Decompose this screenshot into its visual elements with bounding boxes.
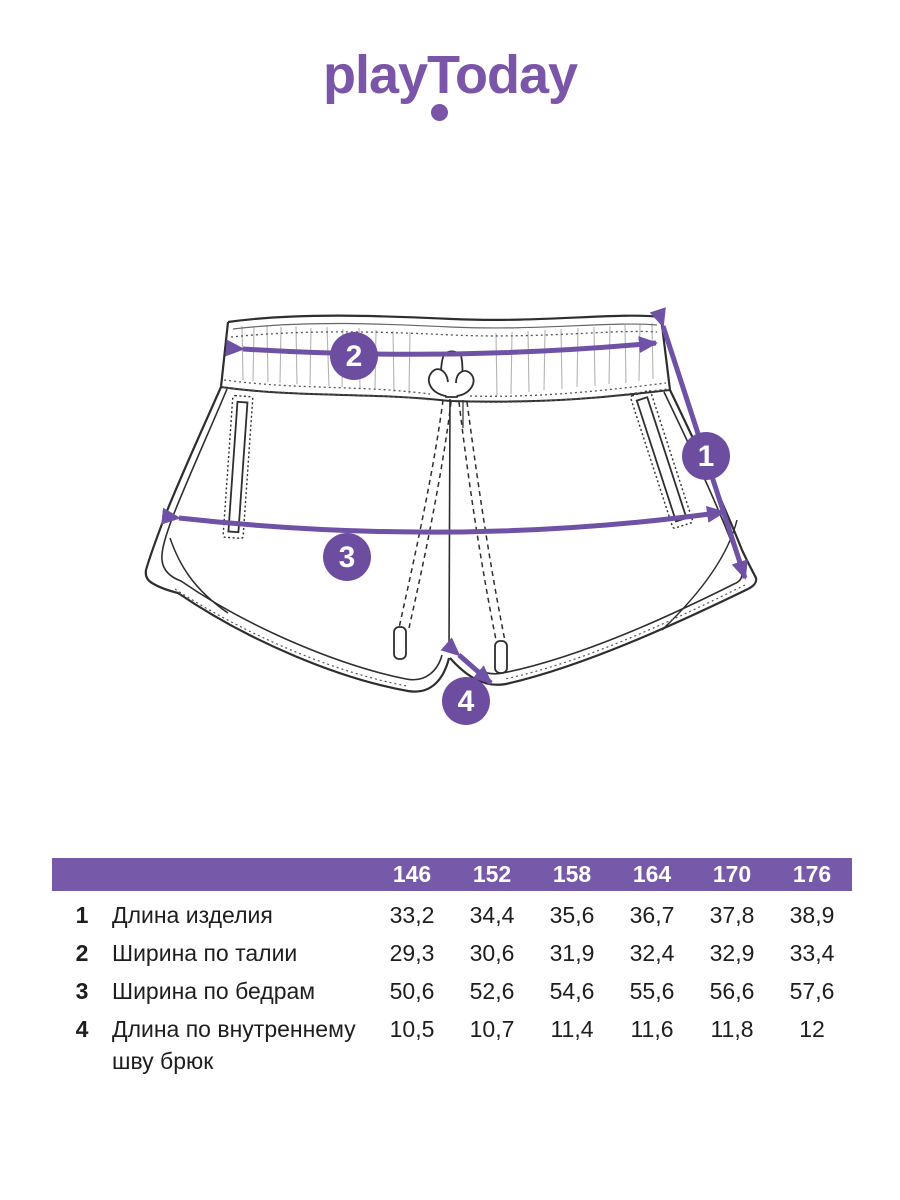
logo-dot-icon [430,104,448,121]
size-column-header: 152 [472,861,512,887]
row-number: 4 [75,1016,89,1042]
callout-label-3: 3 [339,541,356,574]
measurement-value: 31,9 [549,940,595,966]
brand-header: playToday [0,45,900,121]
size-table: 146 152 158 164 170 176 1 Длина изделия … [52,858,852,1083]
measurement-value: 35,6 [549,902,595,928]
table-row: 1 Длина изделия 33,2 34,4 35,6 36,7 37,8… [52,899,852,931]
arrow-inseam [440,637,493,685]
row-number: 3 [75,978,89,1004]
size-column-header: 164 [632,861,672,887]
measurement-label: Длина изделия [112,902,273,928]
size-column-header: 170 [712,861,752,887]
callout-circle-1 [682,432,730,480]
callout-label-2: 2 [346,340,363,373]
measurement-value: 33,2 [389,902,435,928]
drawstring-cords [393,399,508,674]
callout-circle-4 [442,677,490,725]
row-number: 2 [75,940,89,966]
size-column-header: 146 [392,861,432,887]
callout-label-1: 1 [698,440,715,473]
measurement-value: 10,5 [389,1016,435,1042]
shorts-measurement-diagram: 2 1 3 4 [144,307,758,725]
row-number: 1 [75,902,89,928]
size-table-body: 1 Длина изделия 33,2 34,4 35,6 36,7 37,8… [52,891,852,1077]
measurement-value: 11,4 [550,1016,594,1042]
logo-text-y: y [397,45,428,105]
drawstring-aglet-left [393,626,407,660]
drawstring-knot [427,350,475,398]
callout-label-4: 4 [458,685,475,718]
size-column-header: 158 [552,861,592,887]
table-row: 2 Ширина по талии 29,3 30,6 31,9 32,4 32… [52,937,852,969]
logo-text-post: Today [427,45,578,105]
center-front-seam [448,398,464,653]
measurement-value: 57,6 [789,978,835,1004]
measurement-value: 56,6 [709,978,755,1004]
measurement-value: 54,6 [549,978,595,1004]
measurement-value: 32,9 [709,940,755,966]
measurement-value: 30,6 [469,940,515,966]
measurement-value: 52,6 [469,978,515,1004]
size-table-header: 146 152 158 164 170 176 [52,858,852,891]
measurement-value: 12 [799,1016,825,1042]
measurement-value: 36,7 [629,902,675,928]
measurement-value: 10,7 [469,1016,515,1042]
table-row: 4 Длина по внутреннему шву брюк 10,5 10,… [52,1013,852,1077]
measurement-value: 11,6 [630,1016,674,1042]
logo-text-pre: pla [322,45,399,105]
measurement-label: Ширина по талии [112,940,298,966]
measurement-value: 11,8 [710,1016,754,1042]
measurement-value: 32,4 [629,940,675,966]
measurement-label: Ширина по бедрам [112,978,316,1004]
measurement-value: 34,4 [469,902,515,928]
measurement-value: 33,4 [789,940,835,966]
measurement-value: 29,3 [389,940,435,966]
table-row: 3 Ширина по бедрам 50,6 52,6 54,6 55,6 5… [52,975,852,1007]
drawstring-aglet-right [494,640,508,674]
measurement-value: 55,6 [629,978,675,1004]
callout-badges: 2 1 3 4 [323,332,730,725]
arrow-hip-width [161,505,726,535]
size-column-header: 176 [792,861,832,887]
arrow-waist-width [225,336,658,357]
measurement-value: 50,6 [389,978,435,1004]
left-pocket [222,394,254,540]
brand-logo: playToday [322,45,578,121]
callout-circle-3 [323,533,371,581]
measurement-value: 38,9 [789,902,835,928]
measurement-value: 37,8 [709,902,755,928]
callout-circle-2 [330,332,378,380]
measurement-label: Длина по внутреннему шву брюк [112,1016,356,1074]
